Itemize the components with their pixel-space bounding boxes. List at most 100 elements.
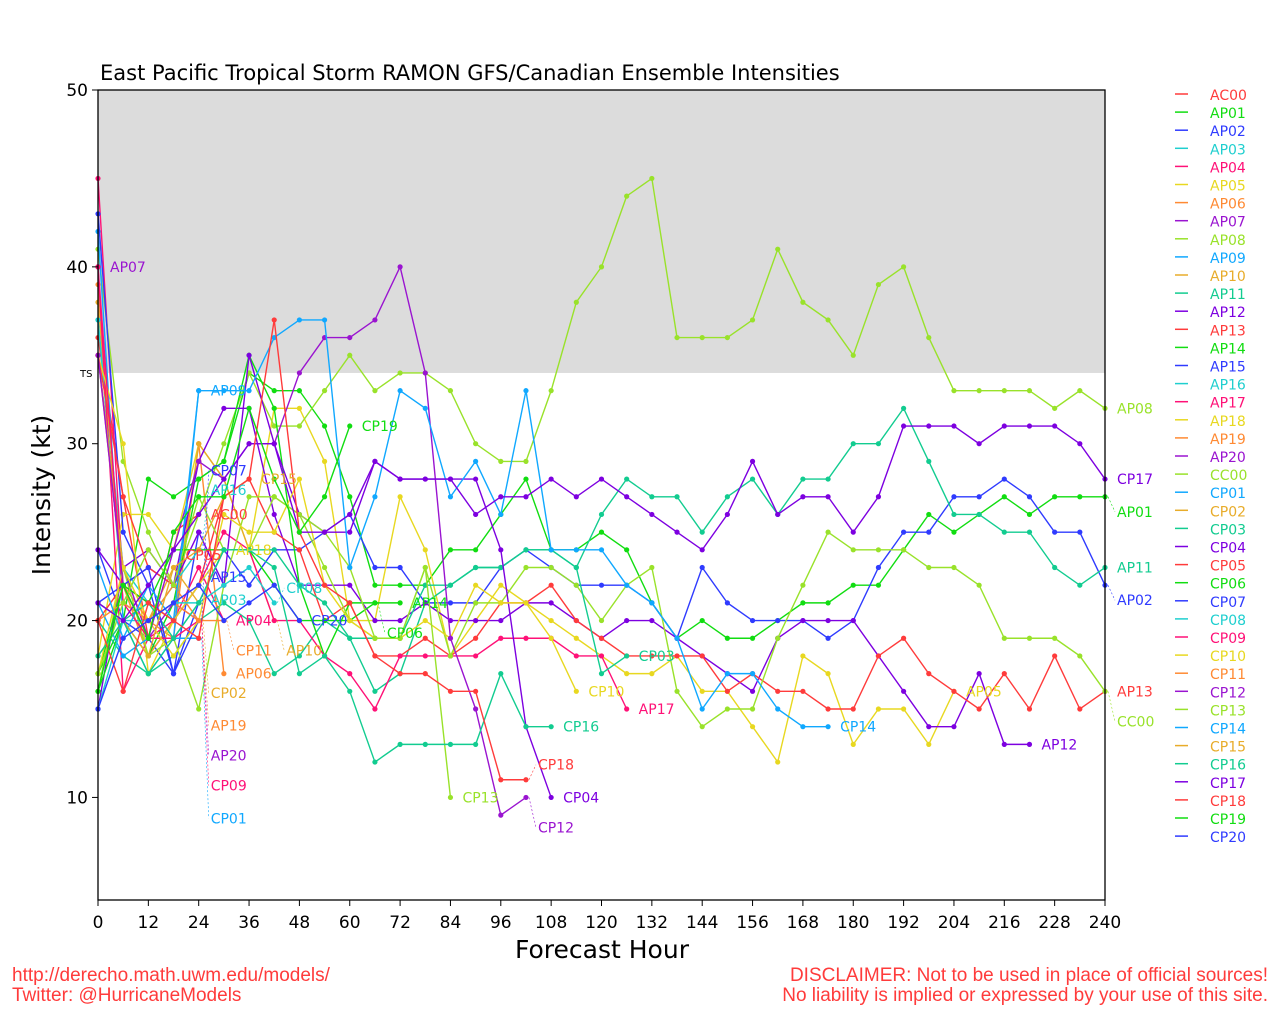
data-point: [1001, 671, 1007, 677]
data-point: [825, 706, 831, 712]
x-tick-label: 144: [686, 913, 718, 933]
series-end-label: CP04: [563, 790, 599, 806]
legend-label: AP05: [1210, 179, 1246, 195]
legend-label: CC00: [1210, 468, 1247, 484]
legend-item: CP18: [1175, 794, 1246, 810]
series-end-label: CP14: [840, 720, 876, 736]
data-point: [573, 688, 579, 694]
data-point: [1052, 635, 1058, 641]
legend-item: CC00: [1175, 468, 1247, 484]
data-point: [473, 635, 479, 641]
legend-item: CP14: [1175, 722, 1246, 738]
legend-label: AP01: [1210, 106, 1246, 122]
data-point: [573, 494, 579, 500]
data-point: [800, 724, 806, 730]
data-point: [296, 317, 302, 323]
data-point: [170, 529, 177, 535]
series-end-label: AP05: [966, 684, 1002, 700]
data-point: [624, 706, 630, 712]
legend-item: CP08: [1175, 613, 1246, 629]
series-end-label: AP12: [1041, 737, 1077, 753]
data-point: [598, 653, 605, 659]
data-point: [246, 547, 252, 553]
series-marks: [95, 175, 1108, 818]
data-point: [145, 529, 151, 535]
data-point: [674, 334, 680, 341]
data-point: [372, 688, 378, 694]
data-point: [800, 600, 806, 606]
series-end-label: CP19: [362, 419, 398, 435]
data-point: [372, 653, 378, 659]
data-point: [397, 264, 403, 270]
legend-label: CP07: [1210, 595, 1246, 611]
data-point: [875, 706, 882, 712]
data-point: [548, 600, 554, 606]
data-point: [196, 635, 202, 641]
data-point: [1026, 388, 1033, 394]
data-point: [875, 494, 882, 500]
legend-label: CP05: [1210, 559, 1246, 575]
data-point: [573, 547, 579, 553]
series-end-label: AP20: [211, 749, 247, 765]
legend-label: AP20: [1210, 450, 1246, 466]
legend-item: CP05: [1175, 559, 1246, 575]
legend-label: AP12: [1210, 305, 1246, 321]
data-point: [523, 777, 529, 783]
legend-item: CP17: [1175, 776, 1246, 792]
data-point: [926, 741, 932, 747]
data-point: [246, 494, 252, 500]
legend-item: CP10: [1175, 649, 1246, 665]
data-point: [145, 653, 151, 659]
data-point: [548, 794, 554, 801]
data-point: [1077, 582, 1083, 588]
data-point: [926, 458, 932, 464]
data-point: [271, 564, 277, 571]
series-end-label: AP14: [412, 596, 448, 612]
series-line: [97, 319, 526, 781]
legend-label: CP18: [1210, 794, 1246, 810]
data-point: [548, 617, 554, 624]
data-point: [145, 582, 151, 588]
legend-label: AC00: [1210, 88, 1247, 104]
data-point: [296, 370, 302, 376]
y-tick-label: 30: [66, 435, 88, 455]
data-point: [926, 529, 932, 535]
data-point: [321, 388, 328, 394]
data-point: [246, 564, 252, 571]
data-point: [926, 423, 932, 429]
data-point: [422, 564, 428, 571]
legend-item: AP03: [1175, 142, 1246, 158]
data-point: [321, 458, 328, 464]
series-end-label: CP15: [261, 472, 297, 488]
data-point: [397, 741, 403, 747]
data-point: [120, 635, 126, 641]
data-point: [397, 653, 403, 659]
data-point: [598, 617, 605, 624]
data-point: [246, 352, 252, 358]
data-point: [649, 600, 655, 606]
data-point: [221, 405, 227, 411]
data-point: [548, 582, 554, 588]
data-point: [473, 600, 479, 606]
data-point: [1077, 706, 1083, 712]
data-point: [875, 547, 882, 553]
data-point: [372, 706, 378, 712]
x-tick-label: 36: [238, 913, 260, 933]
data-point: [221, 582, 227, 588]
series-end-label: CP08: [286, 581, 322, 597]
series-cp18: [95, 317, 529, 783]
data-point: [473, 653, 479, 659]
data-point: [170, 653, 177, 659]
data-point: [372, 582, 378, 588]
data-point: [800, 476, 806, 482]
data-point: [548, 476, 554, 482]
data-point: [724, 494, 730, 500]
data-point: [901, 706, 907, 712]
data-point: [749, 617, 756, 624]
data-point: [447, 388, 454, 394]
legend-item: AP07: [1175, 215, 1246, 231]
data-point: [397, 617, 403, 624]
footer-url[interactable]: http://derecho.math.uwm.edu/models/: [12, 965, 330, 986]
data-point: [221, 529, 227, 535]
data-point: [598, 476, 605, 482]
